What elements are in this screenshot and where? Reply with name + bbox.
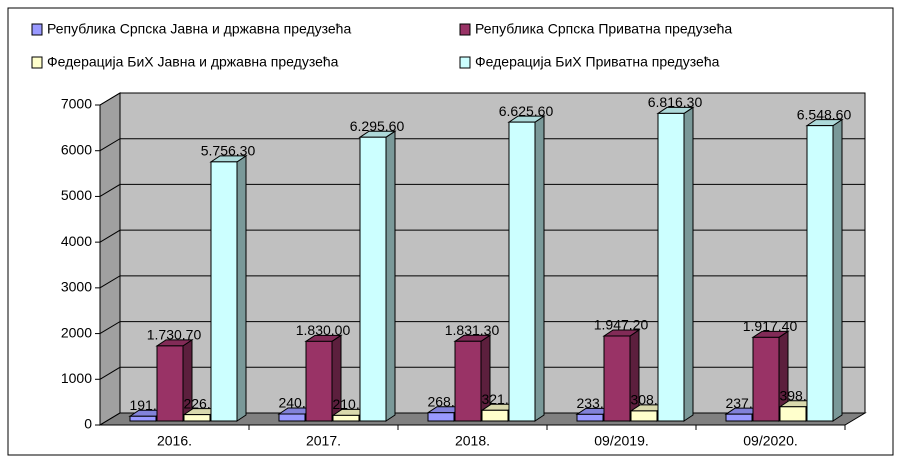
legend-swatch (31, 23, 43, 36)
data-label: 398.9 (779, 387, 814, 403)
bar (752, 336, 780, 422)
grid-line (99, 183, 865, 197)
bar (305, 340, 333, 422)
bar (481, 409, 509, 422)
data-label: 233.5 (576, 395, 611, 411)
legend-swatch (31, 56, 43, 69)
bar (657, 112, 685, 422)
bar-side (534, 115, 545, 422)
x-tick-label: 2018. (455, 433, 490, 449)
x-tick-label: 2016. (157, 433, 192, 449)
bar-side (385, 130, 396, 422)
data-label: 226.9 (183, 395, 218, 411)
bar (725, 413, 753, 422)
bar (332, 414, 360, 422)
x-tick-label: 09/2019. (594, 433, 649, 449)
y-tick-label: 0 (84, 416, 92, 432)
bar (630, 410, 658, 422)
x-tick-label: 09/2020. (743, 433, 798, 449)
data-label: 6.548.60 (797, 106, 852, 122)
bar (278, 413, 306, 422)
bar-side (683, 106, 694, 422)
bar (454, 340, 482, 422)
legend-label: Република Српска Приватна предузећа (475, 21, 732, 37)
data-label: 1.947.20 (594, 317, 649, 333)
data-label: 1.831.30 (445, 322, 500, 338)
data-label: 6.816.30 (648, 94, 703, 110)
y-tick-label: 4000 (61, 233, 92, 249)
data-label: 6.625.60 (499, 103, 554, 119)
data-label: 6.295.60 (350, 118, 405, 134)
bar (427, 412, 455, 422)
data-label: 1.917.40 (743, 318, 798, 334)
y-tick-label: 3000 (61, 279, 92, 295)
bar (183, 414, 211, 422)
side-wall (99, 92, 121, 426)
grid-line (99, 92, 865, 106)
grid-line (99, 138, 865, 152)
y-tick-label: 1000 (61, 370, 92, 386)
data-label: 308.1 (630, 392, 665, 408)
legend-swatch (459, 23, 471, 36)
legend-swatch (459, 56, 471, 69)
data-label: 210.5 (332, 396, 367, 412)
grid-line (99, 321, 865, 335)
y-tick-label: 5000 (61, 187, 92, 203)
data-label: 1.730.70 (147, 327, 202, 343)
bar-side (236, 154, 247, 422)
data-label: 237.2 (725, 395, 760, 411)
legend-label: Федерација БиХ Јавна и државна предузећа (47, 54, 339, 70)
y-tick-label: 7000 (61, 96, 92, 112)
data-label: 240.5 (278, 395, 313, 411)
grid-line (99, 229, 865, 243)
y-tick-label: 6000 (61, 141, 92, 157)
data-label: 5.756.30 (201, 143, 256, 159)
data-label: 191.1 (129, 397, 164, 413)
data-label: 1.830.00 (296, 322, 351, 338)
bar (129, 415, 157, 422)
data-label: 268.5 (427, 393, 462, 409)
bar (779, 406, 807, 422)
x-tick-label: 2017. (306, 433, 341, 449)
grid-line (99, 275, 865, 289)
bar (576, 413, 604, 422)
legend-label: Федерација БиХ Приватна предузећа (475, 54, 720, 70)
bar (806, 125, 834, 422)
legend-label: Република Српска Јавна и државна предузе… (47, 21, 351, 37)
bar-side (832, 118, 843, 422)
bar (156, 345, 184, 422)
bar (210, 161, 238, 422)
bar (359, 136, 387, 422)
bar (603, 335, 631, 422)
bar (508, 121, 536, 422)
data-label: 321.5 (481, 391, 516, 407)
y-tick-label: 2000 (61, 324, 92, 340)
